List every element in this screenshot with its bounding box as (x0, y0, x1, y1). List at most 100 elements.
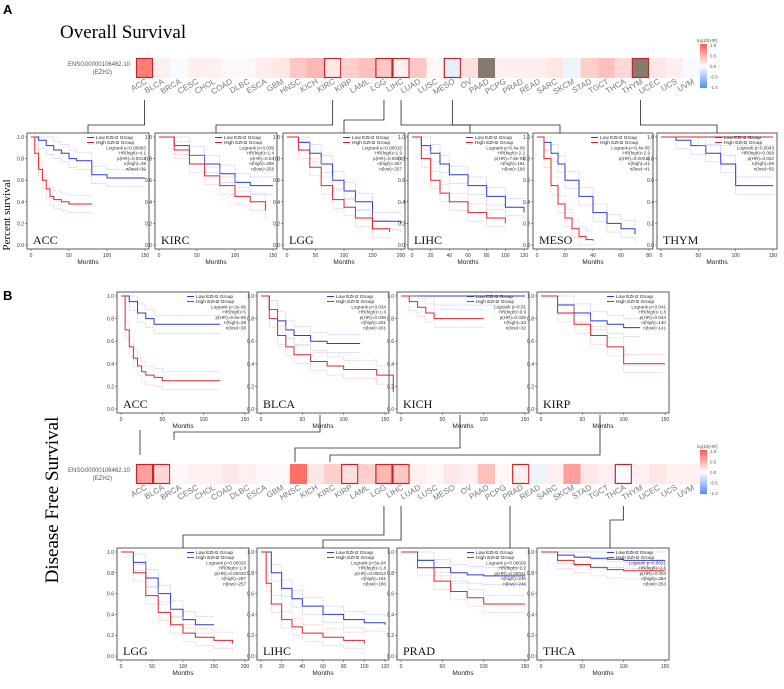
y-tick-label: 0.2 (387, 384, 394, 390)
stat-line: HR(high)=1.8 (219, 566, 247, 571)
heatmap-significant-box (614, 463, 632, 485)
y-tick-label: 0.4 (387, 362, 394, 368)
y-tick-label: 0.0 (387, 654, 394, 660)
stat-line: HR(high)=0.069 (741, 151, 774, 156)
km-plot-b-lihc: 0.0 0.2 0.4 0.6 0.8 1.0 0 20 40 60 80 100 120 Months L… (247, 547, 390, 677)
y-tick-label: 0.2 (398, 221, 405, 227)
stat-line: Logrank p=6.4e-06 (486, 146, 525, 151)
connector-line (294, 415, 461, 462)
colorbar-step (700, 63, 707, 67)
stat-line: HR(high)=5 (222, 310, 246, 315)
colorbar-tick: -1.0 (710, 85, 718, 90)
stat-line: Logrank p=0.0043 (737, 146, 775, 151)
heatmap-significant-box (392, 57, 410, 79)
connector-line (87, 100, 145, 133)
legend-low: Low EZH2 Group (724, 135, 761, 141)
y-tick-label: 0.0 (527, 654, 534, 660)
y-tick-label: 0.4 (107, 362, 114, 368)
y-tick-label: 0.6 (145, 178, 152, 184)
survival-curve-high (412, 136, 506, 224)
colorbar-step (700, 489, 707, 492)
legend-high: High EZH2 Group (352, 140, 390, 146)
x-tick-label: 200 (241, 664, 250, 670)
panel-a-title: Overall Survival (60, 22, 186, 43)
y-tick-label: 0.0 (247, 654, 254, 660)
x-axis-label: Months (172, 670, 194, 677)
survival-curve-high (121, 295, 221, 382)
x-tick-label: 50 (440, 664, 446, 670)
heatmap-significant-box (153, 463, 171, 485)
y-tick-label: 0.8 (17, 157, 24, 163)
colorbar-tick: 0.0 (710, 64, 717, 69)
heatmap-significant-box (135, 57, 154, 79)
panel-a-heatmap (135, 57, 701, 79)
colorbar-step (700, 487, 707, 490)
y-tick-label: 0.0 (527, 407, 534, 413)
km-plot-b-blca: 0.0 0.2 0.4 0.6 0.8 1.0 0 50 100 150 Months Low EZH… (247, 291, 394, 430)
x-tick-label: 0 (260, 417, 263, 423)
y-tick-label: 0.6 (387, 592, 394, 598)
y-tick-label: 0.0 (247, 407, 254, 413)
panel-b-label: B (3, 288, 12, 303)
cancer-label: UVM (676, 77, 696, 94)
y-tick-label: 0.8 (647, 157, 654, 163)
survival-curve-low (121, 295, 221, 325)
legend-low: Low EZH2 Group (96, 135, 133, 141)
y-tick-label: 0.4 (398, 200, 405, 206)
y-tick-label: 1.0 (527, 550, 534, 556)
km-plot-b-thca: 0.0 0.2 0.4 0.6 0.8 1.0 0 50 100 150 Months Low EZH… (527, 547, 670, 677)
stat-line: p(HR)=0.0002 (373, 156, 402, 161)
x-axis-label: Months (592, 423, 614, 430)
x-tick-label: 150 (661, 417, 670, 423)
stat-line: n(low)=246 (503, 581, 526, 586)
legend-high: High EZH2 Group (96, 140, 134, 146)
x-tick-label: 100 (360, 664, 369, 670)
ci-upper-low (31, 136, 145, 170)
colorbar-step (700, 478, 707, 481)
heatmap-significant-box (341, 463, 359, 485)
y-tick-label: 0.8 (387, 571, 394, 577)
y-tick-label: 0.2 (17, 221, 24, 227)
connector-line (640, 100, 718, 133)
x-tick-label: 0 (660, 253, 663, 259)
colorbar-tick: -1.0 (710, 491, 718, 496)
heatmap-cell (170, 464, 188, 484)
km-plot-a-lihc: 0.0 0.2 0.4 0.6 0.8 1.0 0 20 40 60 80 100 120 Months L… (398, 132, 529, 266)
y-tick-label: 0.4 (273, 200, 280, 206)
heatmap-cell (392, 464, 410, 484)
panel-a-y-label: Percent survival (1, 179, 13, 250)
colorbar-step (700, 472, 707, 475)
stat-line: Logrank p=6.4e-05 (611, 146, 650, 151)
x-tick-label: 0 (120, 664, 123, 670)
heatmap-significant-box (135, 463, 154, 485)
panel-b-cancer-labels: ACCBLCABRCACESCCHOLCOADDLBCESCAGBMHNSCKI… (129, 483, 696, 503)
x-tick-label: 100 (619, 664, 628, 670)
y-tick-label: 0.2 (107, 633, 114, 639)
heatmap-cell (649, 58, 667, 78)
colorbar-step (700, 52, 707, 56)
colorbar-step (700, 57, 707, 60)
x-axis-label: Months (592, 670, 614, 677)
survival-curve-high (401, 551, 525, 605)
survival-curve-low (261, 551, 386, 625)
x-tick-label: 20 (562, 253, 568, 259)
colorbar-tick: 0.0 (710, 470, 717, 475)
y-tick-label: 0.2 (247, 384, 254, 390)
cancer-name: THCA (543, 644, 576, 658)
x-tick-label: 0 (400, 664, 403, 670)
heatmap-cell (272, 464, 290, 484)
x-tick-label: 100 (103, 253, 112, 259)
stat-line: n(low)=41 (630, 166, 651, 171)
y-tick-label: 1.0 (273, 135, 280, 141)
stat-line: p(HR)=7.8e-06 (494, 156, 525, 161)
panel-a-connectors (87, 100, 718, 133)
stat-line: n(low)=180 (502, 166, 525, 171)
heatmap-cell (409, 464, 427, 484)
stat-line: HR(high)=1.9 (375, 151, 403, 156)
ci-upper-high (261, 295, 394, 384)
ci-upper-high (412, 136, 506, 215)
x-tick-label: 150 (521, 664, 530, 670)
stat-line: p(HR)=0.035 (360, 315, 387, 320)
x-tick-label: 150 (769, 253, 778, 259)
colorbar-step (700, 450, 707, 453)
